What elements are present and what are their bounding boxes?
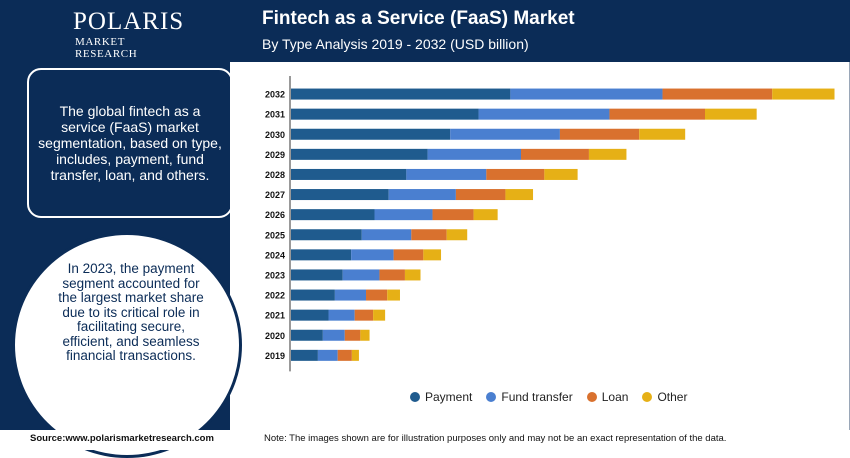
y-tick-label: 2020: [265, 331, 285, 341]
bar-segment-payment: [291, 229, 362, 241]
bar-segment-payment: [291, 289, 335, 301]
bar-segment-fund-transfer: [374, 209, 433, 221]
y-tick-label: 2019: [265, 351, 285, 361]
bar-segment-other: [639, 128, 686, 140]
bar-segment-fund-transfer: [322, 329, 345, 341]
bar-segment-loan: [559, 128, 640, 140]
chart-subtitle: By Type Analysis 2019 - 2032 (USD billio…: [262, 36, 529, 52]
footer: Source:www.polarismarketresearch.com Not…: [0, 430, 850, 450]
bar-segment-fund-transfer: [388, 189, 456, 201]
y-tick-label: 2031: [265, 110, 285, 120]
bar-segment-other: [505, 189, 534, 201]
bar-segment-fund-transfer: [450, 128, 560, 140]
segmentation-info-text: The global fintech as a service (FaaS) m…: [38, 103, 222, 183]
bar-segment-fund-transfer: [406, 168, 487, 180]
bar-segment-loan: [366, 289, 388, 301]
disclaimer-note: Note: The images shown are for illustrat…: [264, 433, 727, 444]
legend-swatch: [642, 392, 653, 402]
bar-segment-payment: [291, 209, 375, 221]
segmentation-info-box: The global fintech as a service (FaaS) m…: [27, 68, 233, 218]
y-tick-label: 2032: [265, 90, 285, 100]
bar-segment-fund-transfer: [342, 269, 380, 281]
bar-segment-other: [705, 108, 757, 120]
legend-swatch: [410, 392, 420, 402]
bar-segment-payment: [291, 309, 329, 321]
bar-segment-other: [772, 88, 835, 100]
chart-title: Fintech as a Service (FaaS) Market: [262, 8, 575, 29]
bar-segment-other: [588, 148, 627, 160]
bar-segment-fund-transfer: [361, 229, 412, 241]
y-tick-label: 2021: [265, 311, 285, 321]
bar-segment-fund-transfer: [427, 148, 521, 160]
legend-item: Fund transfer: [486, 390, 573, 404]
bar-segment-loan: [521, 148, 589, 160]
bar-segment-fund-transfer: [328, 309, 355, 321]
bar-segment-loan: [455, 189, 506, 201]
bar-segment-fund-transfer: [510, 88, 663, 100]
legend-item: Payment: [410, 390, 472, 404]
y-tick-label: 2026: [265, 210, 285, 220]
highlight-circle-text: In 2023, the payment segment accounted f…: [58, 261, 204, 363]
legend-label: Fund transfer: [501, 390, 573, 404]
y-tick-label: 2029: [265, 150, 285, 160]
bar-segment-loan: [393, 249, 424, 261]
legend-label: Other: [657, 390, 688, 404]
source-text: Source:www.polarismarketresearch.com: [30, 433, 214, 444]
bar-segment-loan: [344, 329, 361, 341]
bar-segment-other: [423, 249, 442, 261]
legend-swatch: [586, 392, 597, 402]
bar-segment-other: [387, 289, 400, 301]
legend-label: Payment: [425, 390, 473, 404]
polaris-logo: POLARIS MARKET RESEARCH: [73, 8, 188, 60]
bar-segment-fund-transfer: [317, 349, 338, 361]
bar-segment-payment: [291, 269, 343, 281]
bar-segment-loan: [337, 349, 352, 361]
bar-segment-other: [360, 329, 370, 341]
bar-segment-other: [446, 229, 468, 241]
bar-segment-other: [373, 309, 386, 321]
bar-segment-fund-transfer: [351, 249, 394, 261]
bar-segment-loan: [486, 168, 545, 180]
bar-segment-other: [473, 209, 498, 221]
y-tick-label: 2027: [265, 190, 285, 200]
y-tick-label: 2030: [265, 130, 285, 140]
highlight-circle: [12, 232, 242, 458]
bar-segment-loan: [411, 229, 447, 241]
logo-sub-text: MARKET RESEARCH: [75, 36, 138, 60]
y-tick-label: 2025: [265, 230, 285, 240]
bar-segment-payment: [291, 108, 479, 120]
bar-segment-other: [404, 269, 421, 281]
legend-item: Loan: [586, 390, 629, 404]
legend-item: Other: [642, 390, 687, 404]
y-tick-label: 2028: [265, 170, 285, 180]
y-tick-label: 2022: [265, 291, 285, 301]
bar-segment-payment: [291, 88, 511, 100]
bar-segment-loan: [662, 88, 773, 100]
bar-segment-payment: [291, 349, 318, 361]
bar-segment-other: [544, 168, 578, 180]
bar-segment-fund-transfer: [478, 108, 610, 120]
header-bar: [0, 0, 850, 62]
bar-segment-loan: [432, 209, 474, 221]
bar-segment-loan: [354, 309, 374, 321]
y-tick-label: 2023: [265, 270, 285, 280]
logo-main-text: POLARIS: [73, 8, 185, 35]
bar-segment-loan: [609, 108, 705, 120]
y-tick-label: 2024: [265, 250, 285, 260]
bar-segment-payment: [291, 249, 352, 261]
bar-segment-other: [351, 349, 359, 361]
bar-segment-payment: [291, 148, 428, 160]
stacked-bar-chart: 2032 2031 2030 2029 2028 2027 2026 2025 2024 2023…: [265, 76, 835, 372]
legend-swatch: [486, 392, 497, 402]
bar-segment-fund-transfer: [334, 289, 367, 301]
chart-legend: Payment Fund transfer Loan Other: [410, 390, 687, 404]
bar-segment-payment: [291, 329, 323, 341]
bar-segment-loan: [379, 269, 405, 281]
bar-segment-payment: [291, 189, 389, 201]
bar-segment-payment: [291, 128, 451, 140]
legend-label: Loan: [601, 390, 629, 404]
bar-segment-payment: [291, 168, 407, 180]
